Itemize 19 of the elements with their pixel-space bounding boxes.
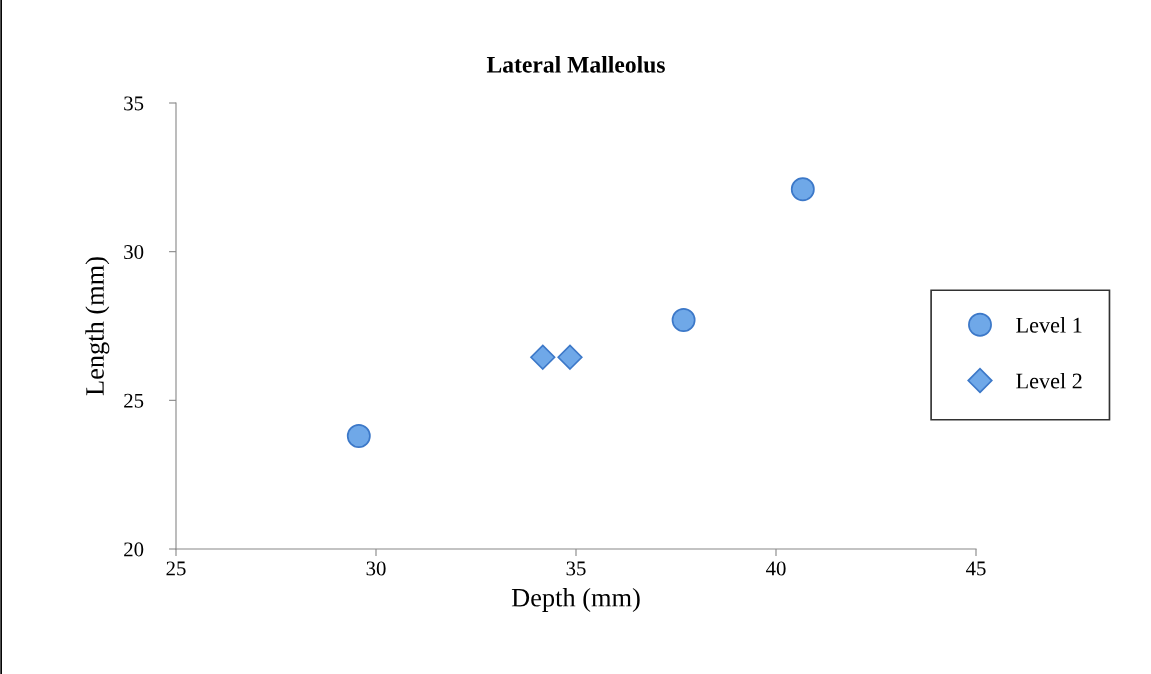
- x-axis-title: Depth (mm): [511, 588, 640, 612]
- y-tick-label: 35: [124, 96, 144, 111]
- point: [530, 344, 556, 370]
- y-tick-label: 20: [124, 542, 144, 557]
- y-tick-label: 25: [124, 393, 144, 408]
- x-tick-label: 35: [566, 561, 586, 576]
- y-tick-label: 30: [124, 245, 144, 260]
- x-tick-label: 40: [765, 561, 786, 576]
- point: [790, 177, 815, 202]
- point: [557, 344, 583, 370]
- x-tick-label: 45: [965, 561, 986, 576]
- point: [671, 308, 696, 332]
- legend-label: Level 2: [1016, 372, 1082, 389]
- point: [346, 424, 371, 448]
- y-axis-title: Length (mm): [85, 257, 110, 396]
- chart-title: Lateral Malleolus: [486, 56, 665, 73]
- x-tick-label: 30: [366, 561, 386, 576]
- x-tick-label: 25: [166, 561, 186, 576]
- legend-label: Level 1: [1016, 317, 1082, 333]
